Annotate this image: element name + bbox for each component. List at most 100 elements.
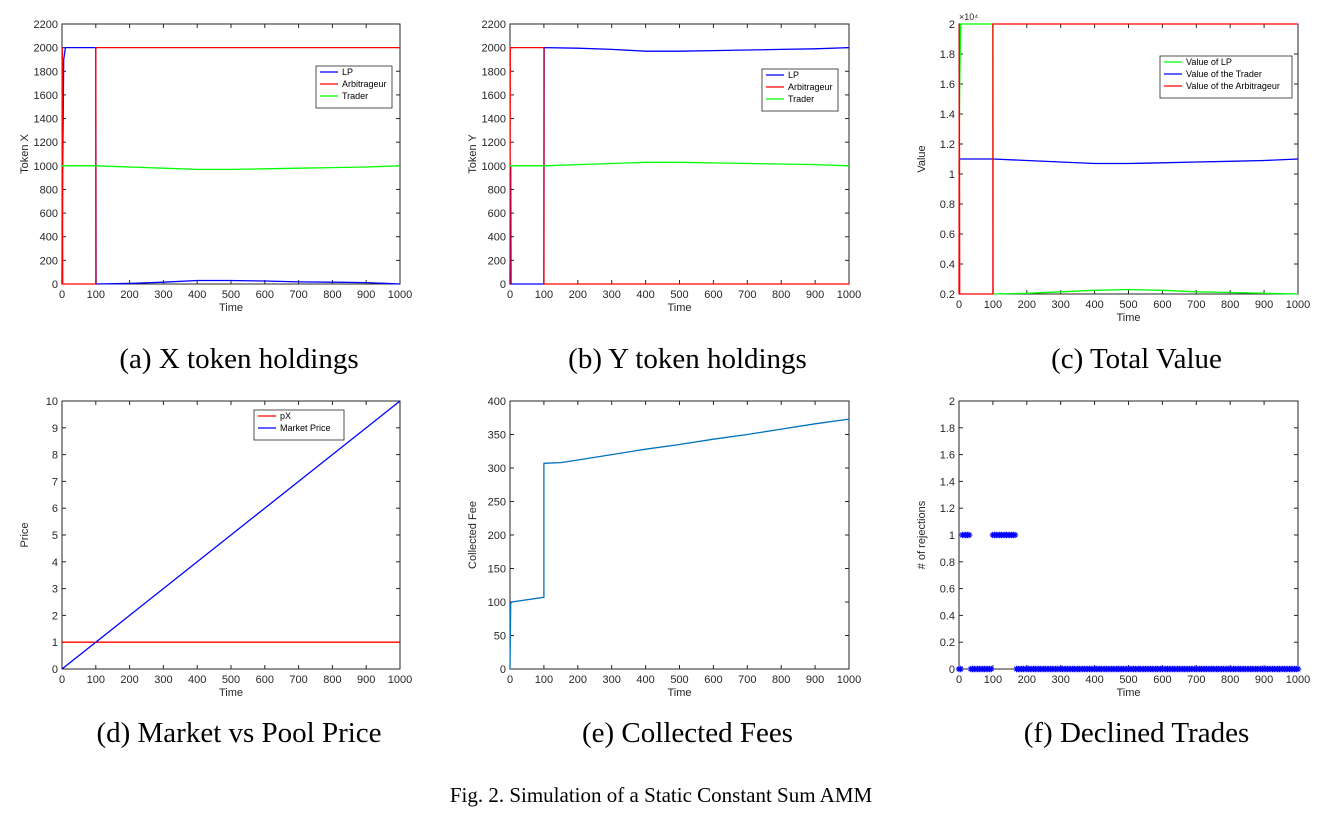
y-tick-label: 1600 — [34, 90, 58, 102]
series-line-arbitrageur — [509, 46, 849, 285]
x-tick-label: 600 — [256, 289, 274, 301]
x-tick-label: 900 — [806, 289, 824, 301]
legend-entry: Value of the Trader — [1186, 69, 1262, 79]
data-point — [1294, 665, 1302, 673]
legend-entry: Value of LP — [1186, 57, 1232, 67]
y-tick-label: 0.8 — [940, 199, 955, 211]
x-tick-label: 0 — [59, 289, 65, 301]
y-tick-label: 9 — [52, 423, 58, 435]
legend-entry: LP — [788, 70, 799, 80]
y-tick-label: 1400 — [34, 114, 58, 126]
y-tick-label: 8 — [52, 450, 58, 462]
y-tick-label: 3 — [52, 584, 58, 596]
x-tick-label: 900 — [357, 674, 375, 686]
series-line-fee — [509, 418, 850, 670]
legend: LP Arbitrageur Trader — [761, 68, 839, 112]
x-tick-label: 200 — [569, 674, 587, 686]
x-tick-label: 400 — [636, 674, 654, 686]
x-tick-label: 600 — [704, 674, 722, 686]
legend-entry: Trader — [788, 94, 814, 104]
y-tick-label: 600 — [40, 208, 58, 220]
series-line-market-price — [61, 400, 401, 670]
x-tick-label: 100 — [87, 289, 105, 301]
x-tick-label: 1000 — [1286, 674, 1310, 686]
y-tick-label: 2000 — [482, 43, 506, 55]
series-line-lp — [509, 46, 850, 285]
panel-4: 0 100 200 300 400 500 600 700 800 900 1000 0 1 2 3 4 5 6 7… — [19, 396, 412, 749]
x-tick-label: 500 — [670, 674, 688, 686]
x-tick-label: 400 — [188, 674, 206, 686]
y-tick-label: 1800 — [34, 66, 58, 78]
figure-caption: Fig. 2. Simulation of a Static Constant … — [450, 783, 873, 807]
y-tick-label: 1800 — [482, 66, 506, 78]
y-tick-label: 1 — [52, 637, 58, 649]
series-line-arbitrageur — [61, 46, 400, 285]
x-tick-label: 300 — [1052, 674, 1070, 686]
x-tick-label: 300 — [603, 674, 621, 686]
y-tick-label: 0 — [500, 279, 506, 291]
y-tick-label: 250 — [488, 497, 506, 509]
x-tick-label: 400 — [1085, 299, 1103, 311]
x-tick-label: 0 — [507, 674, 513, 686]
legend-box — [1159, 55, 1293, 99]
y-tick-label: 0 — [52, 664, 58, 676]
x-tick-label: 200 — [120, 674, 138, 686]
y-tick-label: 0.4 — [940, 610, 955, 622]
y-axis-label: Value — [916, 145, 928, 172]
x-tick-label: 800 — [1221, 299, 1239, 311]
x-tick-label: 600 — [1153, 674, 1171, 686]
y-tick-label: 10 — [46, 396, 58, 408]
y-axis-label: Collected Fee — [467, 501, 479, 569]
x-tick-label: 0 — [507, 289, 513, 301]
data-point — [957, 665, 964, 673]
series-line-lp — [61, 46, 401, 285]
y-axis-label: # of rejections — [916, 500, 928, 569]
series-line-value-of-lp — [958, 23, 1299, 295]
legend-entry: Trader — [342, 91, 368, 101]
panel-6: 0 100 200 300 400 500 600 700 800 900 1000 0 0.2 0.4 0… — [916, 396, 1310, 749]
x-tick-label: 300 — [154, 289, 172, 301]
x-tick-label: 700 — [738, 289, 756, 301]
x-tick-label: 0 — [956, 299, 962, 311]
y-tick-label: 4 — [52, 557, 58, 569]
x-tick-label: 800 — [323, 674, 341, 686]
marker-stroke — [988, 666, 994, 672]
y-tick-label: 50 — [494, 631, 506, 643]
subfigure-caption: (d) Market vs Pool Price — [96, 717, 381, 749]
exponent-label: ×10⁴ — [959, 12, 978, 22]
y-tick-label: 1.2 — [940, 503, 955, 515]
y-tick-label: 400 — [488, 396, 506, 408]
x-tick-label: 500 — [1119, 674, 1137, 686]
x-tick-label: 400 — [188, 289, 206, 301]
x-axis-label: Time — [667, 687, 691, 699]
subfigure-caption: (e) Collected Fees — [582, 717, 793, 749]
legend-entry: LP — [342, 67, 353, 77]
y-tick-label: 2 — [949, 19, 955, 31]
x-tick-label: 1000 — [388, 674, 412, 686]
legend-entry: Arbitrageur — [788, 82, 833, 92]
x-tick-label: 900 — [357, 289, 375, 301]
x-tick-label: 0 — [956, 674, 962, 686]
data-point — [965, 531, 973, 539]
y-tick-label: 1.4 — [940, 476, 955, 488]
y-tick-label: 1600 — [482, 90, 506, 102]
y-tick-label: 200 — [40, 255, 58, 267]
legend-box — [315, 65, 393, 109]
x-tick-label: 800 — [323, 289, 341, 301]
x-tick-label: 700 — [1187, 674, 1205, 686]
y-tick-label: 0 — [949, 664, 955, 676]
legend: pX Market Price — [253, 409, 345, 441]
y-tick-label: 600 — [488, 208, 506, 220]
y-tick-label: 2200 — [34, 19, 58, 31]
y-tick-label: 0.2 — [940, 637, 955, 649]
y-tick-label: 1000 — [482, 161, 506, 173]
x-tick-label: 700 — [289, 674, 307, 686]
x-tick-label: 300 — [1052, 299, 1070, 311]
x-tick-label: 1000 — [837, 289, 861, 301]
y-tick-label: 0.8 — [940, 557, 955, 569]
y-tick-label: 1.8 — [940, 423, 955, 435]
y-tick-label: 1200 — [34, 137, 58, 149]
y-tick-label: 200 — [488, 530, 506, 542]
y-tick-label: 350 — [488, 430, 506, 442]
legend-entry: pX — [280, 411, 291, 421]
